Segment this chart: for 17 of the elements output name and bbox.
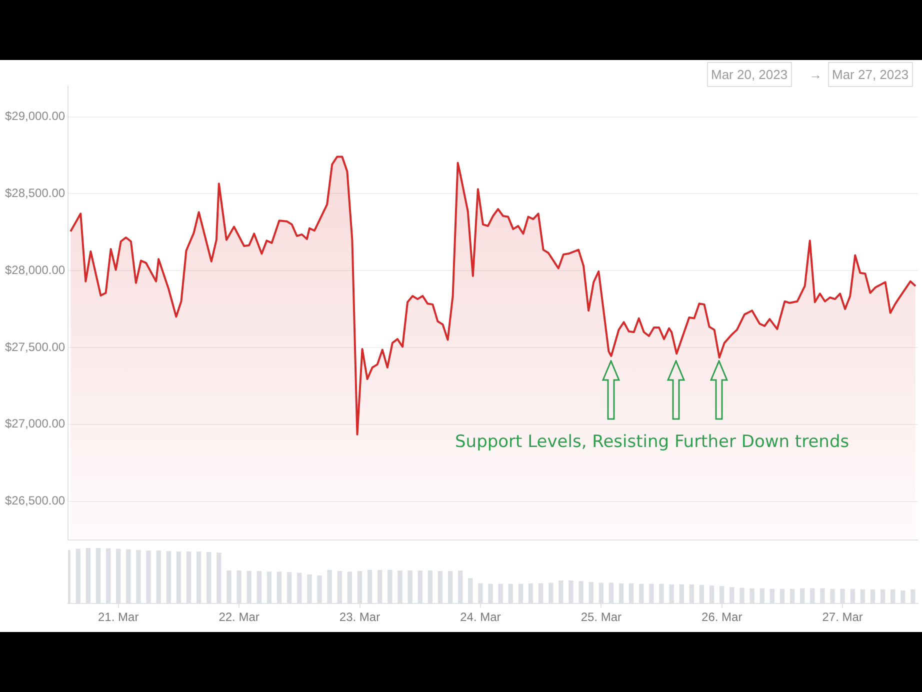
text: Mar 27, 2023 bbox=[828, 62, 913, 87]
x-tick-label: 24. Mar bbox=[460, 610, 501, 624]
x-tick-label: 21. Mar bbox=[98, 610, 139, 624]
text: → bbox=[809, 67, 822, 82]
x-tick-label: 22. Mar bbox=[218, 610, 260, 624]
x-tick-label: 23. Mar bbox=[339, 610, 380, 624]
x-tick-label: 26. Mar bbox=[702, 610, 742, 624]
y-tick-label: $26,500.00 bbox=[4, 494, 66, 508]
x-tick-label: 27. Mar bbox=[822, 610, 863, 624]
y-tick-label: $28,000.00 bbox=[4, 262, 66, 277]
y-tick-label: $27,500.00 bbox=[4, 340, 66, 354]
y-tick-label: $28,500.00 bbox=[4, 186, 66, 200]
y-tick-label: $29,000.00 bbox=[4, 109, 66, 124]
x-tick-label: 25. Mar bbox=[580, 610, 622, 624]
annotation: Support Levels, Resisting Further Down trends bbox=[455, 432, 850, 452]
text: Mar 20, 2023 bbox=[707, 62, 792, 87]
y-tick-label: $27,000.00 bbox=[4, 416, 66, 431]
